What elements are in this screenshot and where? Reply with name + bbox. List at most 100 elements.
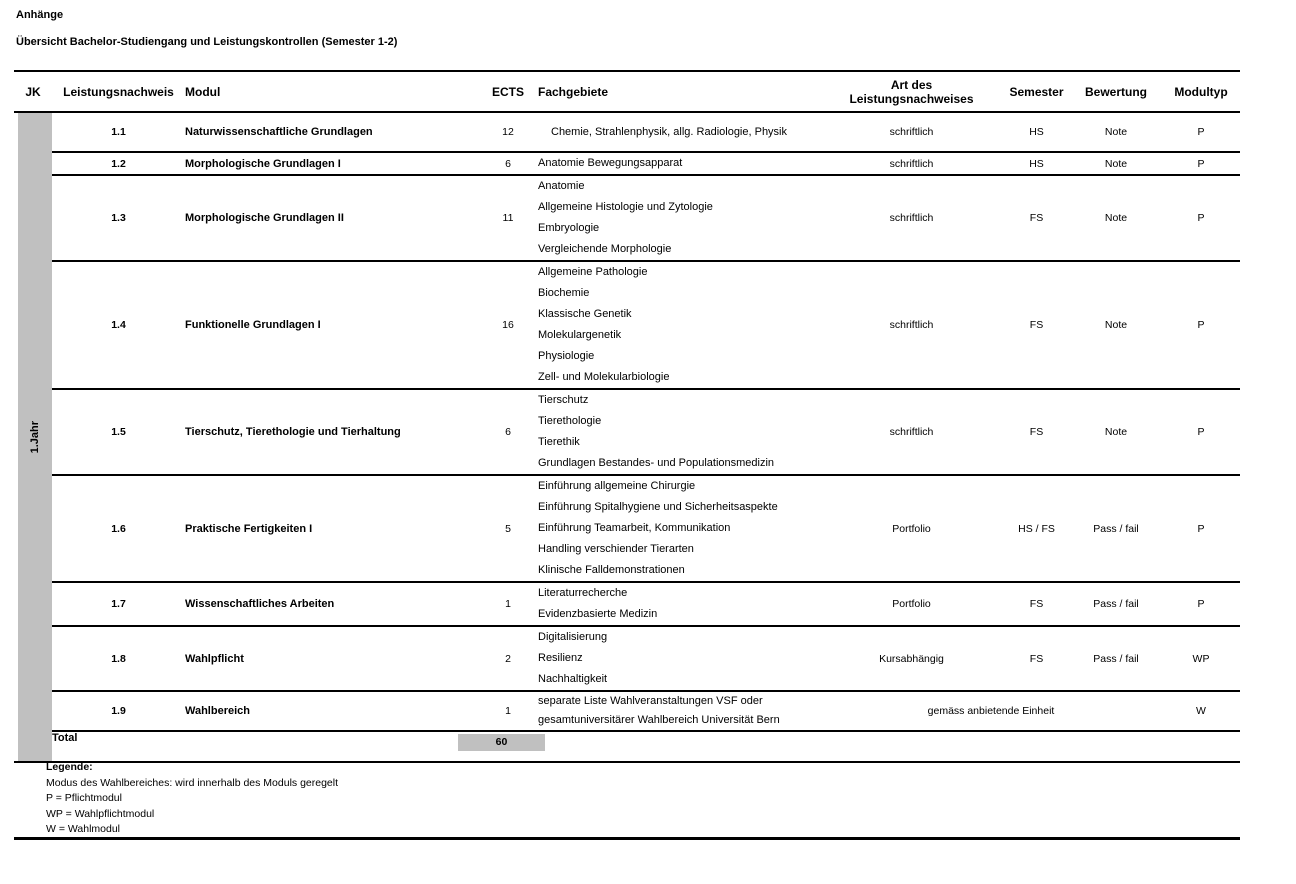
- bewertung-cell: Note: [1070, 112, 1162, 153]
- fachgebiet-item: Resilienz: [538, 652, 583, 664]
- fachgebiete-cell: separate Liste Wahlveranstaltungen VSF o…: [538, 691, 820, 732]
- modultyp-cell: P: [1162, 475, 1240, 583]
- bewertung-cell: Note: [1070, 261, 1162, 390]
- modultyp-cell: P: [1162, 261, 1240, 390]
- legend-line: WP = Wahlpflichtmodul: [46, 807, 155, 820]
- leistungsnachweis-cell: 1.9: [52, 691, 185, 732]
- leistungsnachweis-cell: 1.6: [52, 475, 185, 583]
- modul-cell: Funktionelle Grundlagen I: [185, 261, 478, 390]
- table-row: 1.8 Wahlpflicht 2 Digitalisierung Resili…: [14, 626, 1240, 692]
- fachgebiet-item: Evidenzbasierte Medizin: [538, 608, 658, 620]
- bewertung-cell: Pass / fail: [1070, 582, 1162, 627]
- fachgebiete-cell: Literaturrecherche Evidenzbasierte Mediz…: [538, 582, 820, 627]
- header-bewertung: Bewertung: [1070, 70, 1162, 113]
- modultyp-cell: WP: [1162, 626, 1240, 692]
- fachgebiet-item: Allgemeine Pathologie: [538, 266, 648, 278]
- fachgebiet-item: Molekulargenetik: [538, 329, 622, 341]
- year-band: 1.Jahr: [18, 113, 52, 761]
- semester-cell: FS: [1003, 626, 1070, 692]
- semester-cell: HS: [1003, 152, 1070, 176]
- header-modul: Modul: [185, 70, 478, 113]
- empty-cell: [185, 731, 478, 763]
- legend-title: Legende:: [46, 761, 93, 773]
- header-row: JK Leistungsnachweis Modul ECTS Fachgebi…: [14, 70, 1240, 113]
- fachgebiet-item: Zell- und Molekularbiologie: [538, 371, 670, 383]
- leistungsnachweis-cell: 1.2: [52, 152, 185, 176]
- bottom-divider: [14, 837, 1240, 840]
- art-cell: schriftlich: [820, 175, 1003, 262]
- fachgebiet-item: Tierethologie: [538, 415, 602, 427]
- modul-cell: Naturwissenschaftliche Grundlagen: [185, 112, 478, 153]
- fachgebiete-cell: Digitalisierung Resilienz Nachhaltigkeit: [538, 626, 820, 692]
- art-cell: Portfolio: [820, 582, 1003, 627]
- modul-cell: Wahlpflicht: [185, 626, 478, 692]
- art-semester-bewertung-merged-cell: gemäss anbietende Einheit: [820, 691, 1162, 732]
- modul-cell: Tierschutz, Tierethologie und Tierhaltun…: [185, 389, 478, 476]
- semester-cell: FS: [1003, 175, 1070, 262]
- semester-cell: FS: [1003, 389, 1070, 476]
- bewertung-cell: Note: [1070, 152, 1162, 176]
- modul-cell: Wissenschaftliches Arbeiten: [185, 582, 478, 627]
- fachgebiet-item: Handling verschiender Tierarten: [538, 543, 694, 555]
- table-row: 1.9 Wahlbereich 1 separate Liste Wahlver…: [14, 691, 1240, 732]
- fachgebiet-item: Grundlagen Bestandes- und Populationsmed…: [538, 457, 775, 469]
- page-title: Anhänge: [16, 9, 64, 21]
- legend-line: P = Pflichtmodul: [46, 792, 122, 804]
- page-subtitle: Übersicht Bachelor-Studiengang und Leist…: [16, 36, 398, 48]
- ects-cell: 11: [478, 175, 538, 262]
- leistungsnachweis-cell: 1.1: [52, 112, 185, 153]
- fachgebiete-cell: Anatomie Bewegungsapparat: [538, 152, 820, 176]
- fachgebiete-cell: Anatomie Allgemeine Histologie und Zytol…: [538, 175, 820, 262]
- leistungsnachweis-cell: 1.5: [52, 389, 185, 476]
- header-jk: JK: [14, 70, 52, 113]
- modultyp-cell: P: [1162, 389, 1240, 476]
- fachgebiete-cell: Allgemeine Pathologie Biochemie Klassisc…: [538, 261, 820, 390]
- bewertung-cell: Pass / fail: [1070, 475, 1162, 583]
- modultyp-cell: P: [1162, 582, 1240, 627]
- semester-cell: HS / FS: [1003, 475, 1070, 583]
- modultyp-cell: P: [1162, 112, 1240, 153]
- modul-cell: Morphologische Grundlagen I: [185, 152, 478, 176]
- ects-cell: 1: [478, 582, 538, 627]
- header-art-des-leistungsnachweises: Art des Leistungsnachweises: [820, 70, 1003, 113]
- art-cell: Portfolio: [820, 475, 1003, 583]
- art-cell: schriftlich: [820, 112, 1003, 153]
- total-label: Total: [52, 731, 185, 763]
- modul-cell: Praktische Fertigkeiten I: [185, 475, 478, 583]
- ects-cell: 1: [478, 691, 538, 732]
- modultyp-cell: W: [1162, 691, 1240, 732]
- header-ects: ECTS: [478, 70, 538, 113]
- fachgebiet-item: Einführung Spitalhygiene und Sicherheits…: [538, 501, 778, 513]
- fachgebiet-item: Digitalisierung: [538, 631, 608, 643]
- modul-cell: Wahlbereich: [185, 691, 478, 732]
- art-cell: schriftlich: [820, 261, 1003, 390]
- header-modultyp: Modultyp: [1162, 70, 1240, 113]
- art-cell: schriftlich: [820, 389, 1003, 476]
- modultyp-cell: P: [1162, 175, 1240, 262]
- fachgebiet-item: Klassische Genetik: [538, 308, 632, 320]
- leistungsnachweis-cell: 1.7: [52, 582, 185, 627]
- total-row: Total 60: [14, 731, 1240, 763]
- fachgebiet-item: Anatomie: [538, 180, 585, 192]
- fachgebiet-item: separate Liste Wahlveranstaltungen VSF o…: [538, 695, 763, 707]
- modultyp-cell: P: [1162, 152, 1240, 176]
- table-row: 1.2 Morphologische Grundlagen I 6 Anatom…: [14, 152, 1240, 176]
- modul-cell: Morphologische Grundlagen II: [185, 175, 478, 262]
- header-leistungsnachweis: Leistungsnachweis: [52, 70, 185, 113]
- table-row: 1.6 Praktische Fertigkeiten I 5 Einführu…: [14, 475, 1240, 583]
- fachgebiet-item: Vergleichende Morphologie: [538, 243, 672, 255]
- fachgebiet-item: Physiologie: [538, 350, 595, 362]
- year-label: 1.Jahr: [29, 420, 41, 454]
- total-ects-badge: 60: [458, 734, 545, 751]
- art-cell: schriftlich: [820, 152, 1003, 176]
- ects-cell: 5: [478, 475, 538, 583]
- fachgebiet-item: Einführung Teamarbeit, Kommunikation: [538, 522, 731, 534]
- leistungsnachweis-cell: 1.8: [52, 626, 185, 692]
- table-row: 1.7 Wissenschaftliches Arbeiten 1 Litera…: [14, 582, 1240, 627]
- fachgebiet-item: Embryologie: [538, 222, 600, 234]
- empty-cell: [538, 731, 1240, 763]
- fachgebiet-item: Einführung allgemeine Chirurgie: [538, 480, 696, 492]
- bewertung-cell: Note: [1070, 175, 1162, 262]
- program-table: JK Leistungsnachweis Modul ECTS Fachgebi…: [14, 70, 1240, 763]
- fachgebiet-item: Allgemeine Histologie und Zytologie: [538, 201, 713, 213]
